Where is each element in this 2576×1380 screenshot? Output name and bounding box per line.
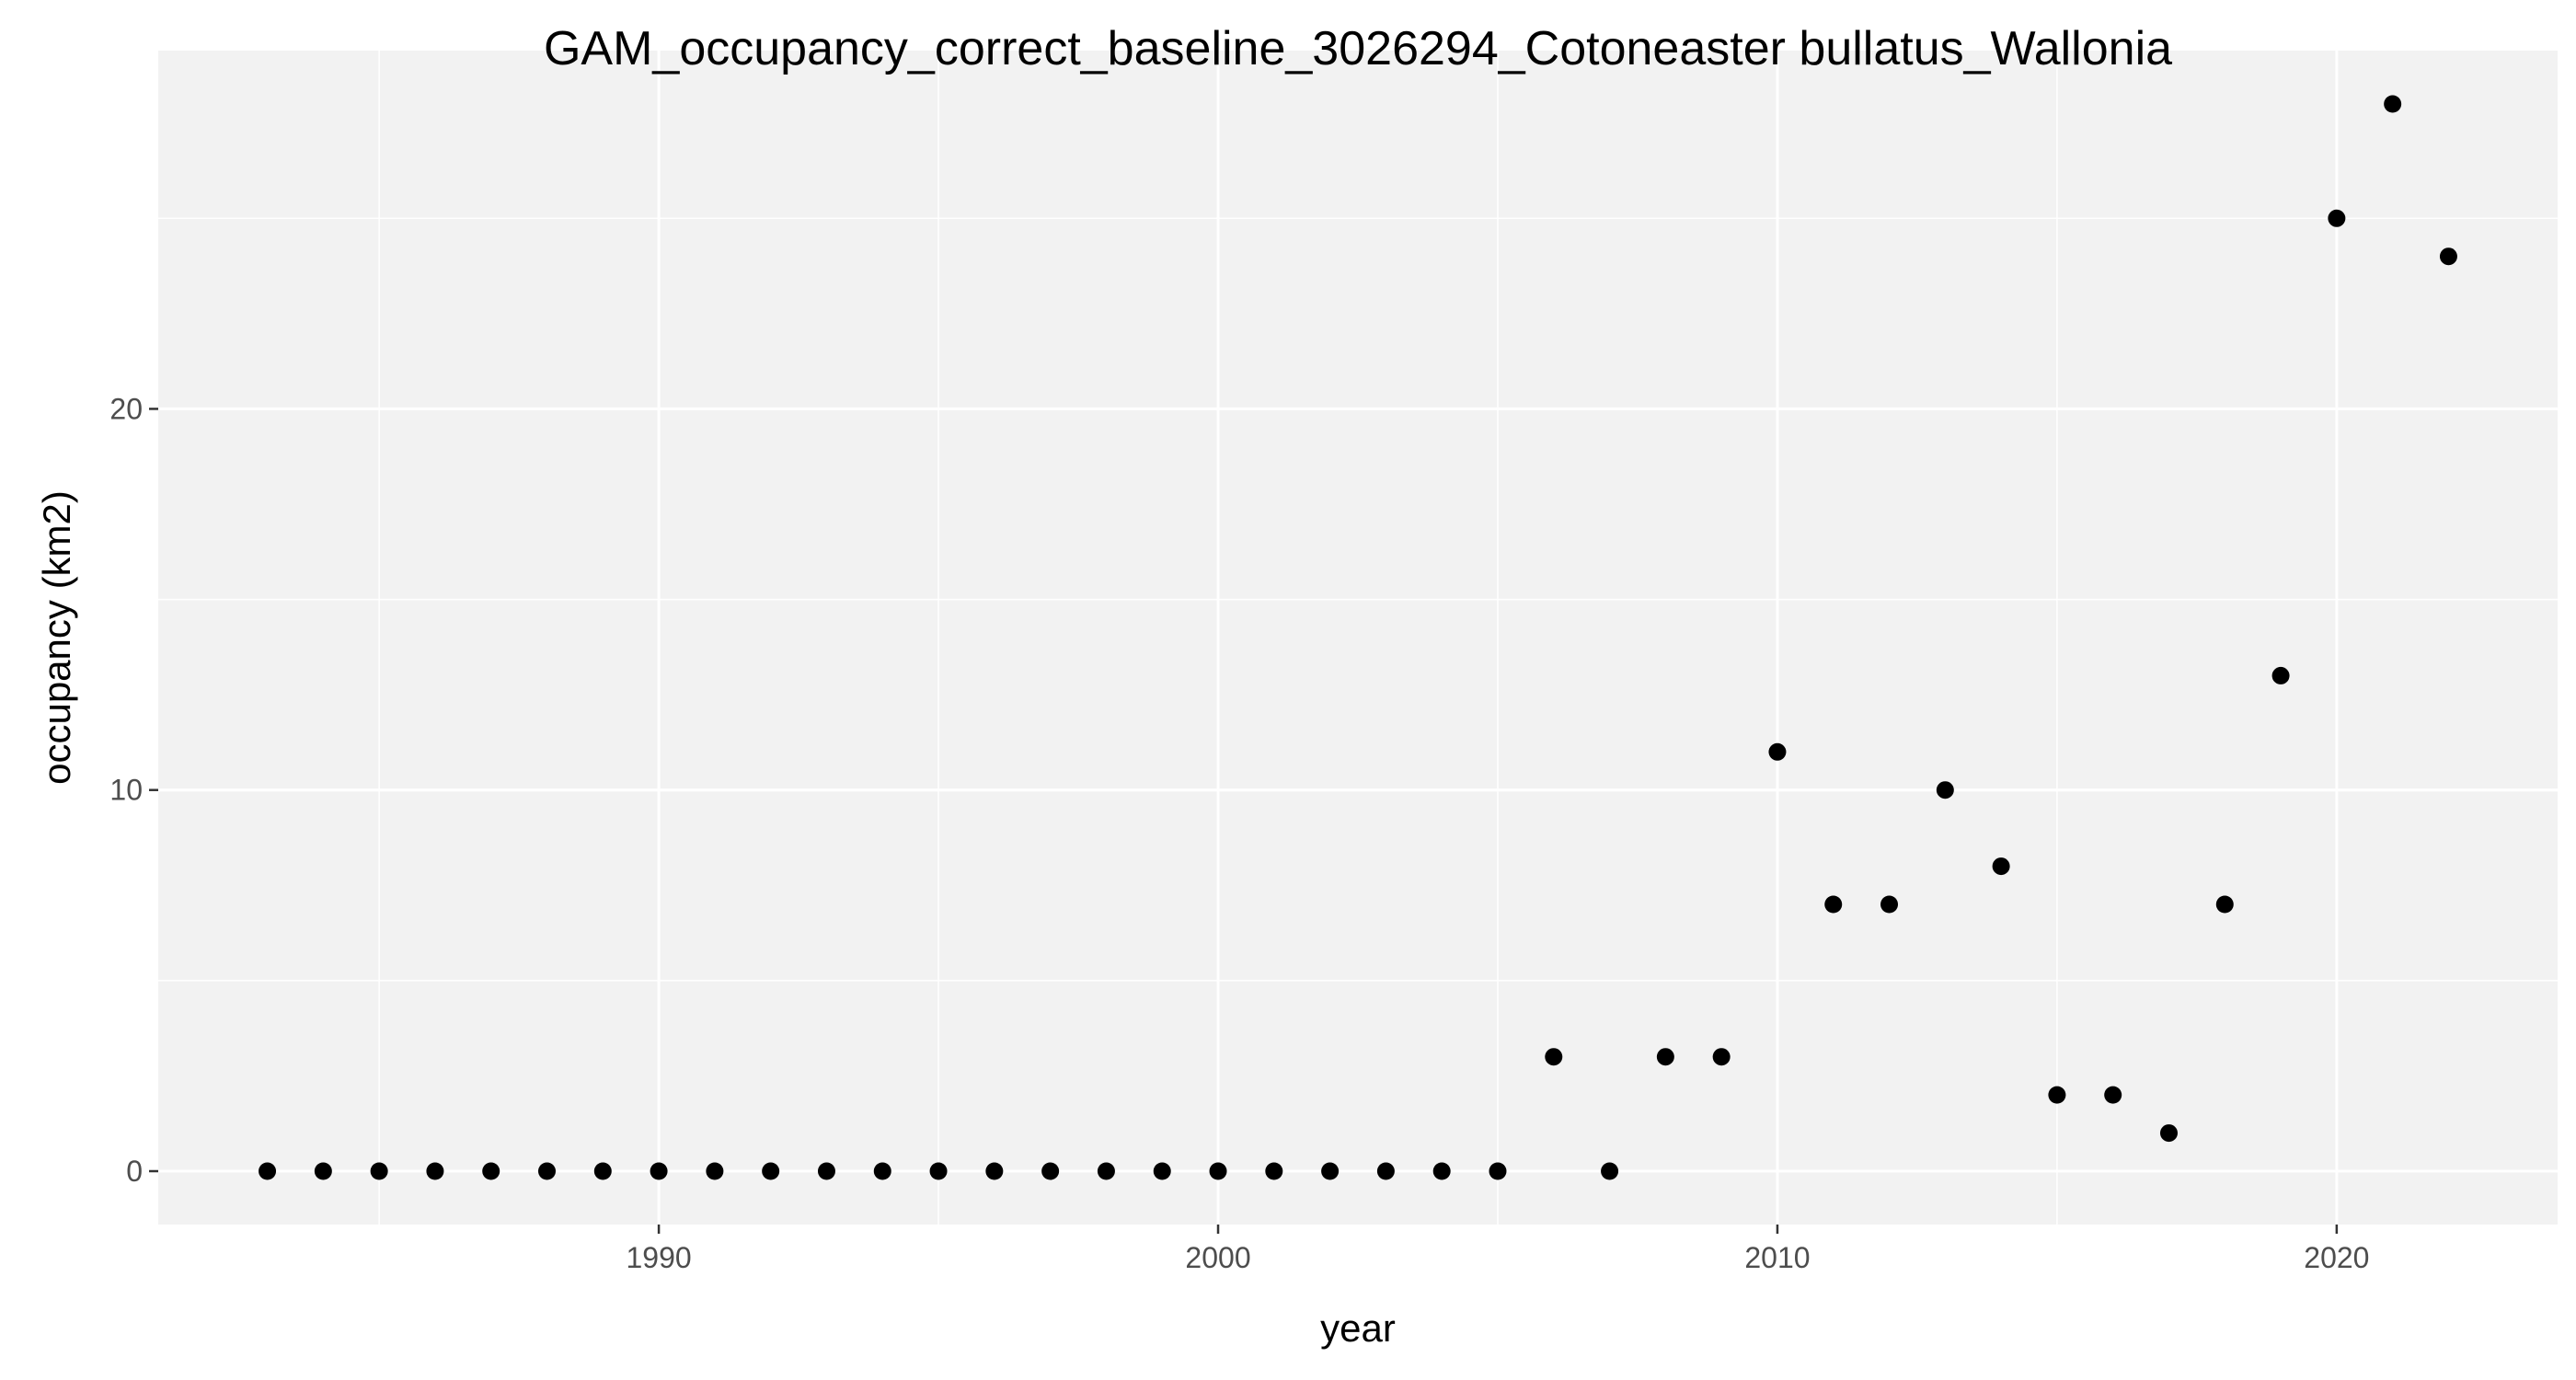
data-point (1768, 742, 1787, 761)
y-tick-label: 0 (126, 1155, 143, 1188)
y-axis: 0 10 20 (109, 392, 158, 1188)
x-tick-label: 2010 (1744, 1241, 1810, 1274)
y-tick-label: 10 (109, 774, 143, 807)
data-point (985, 1162, 1004, 1180)
data-point (1489, 1162, 1507, 1180)
data-point (1321, 1162, 1340, 1180)
data-point (1432, 1162, 1451, 1180)
data-point (426, 1162, 444, 1180)
data-point (1545, 1048, 1563, 1066)
data-point (2048, 1086, 2066, 1104)
data-point (1376, 1162, 1395, 1180)
x-tick-label: 1990 (626, 1241, 691, 1274)
data-point (1656, 1048, 1674, 1066)
data-point (2384, 95, 2402, 113)
x-axis: 1990 2000 2010 2020 (626, 1225, 2369, 1274)
data-point (1153, 1162, 1171, 1180)
x-axis-title: year (1320, 1306, 1396, 1350)
data-point (929, 1162, 948, 1180)
data-point (2159, 1124, 2178, 1143)
data-point (2215, 895, 2234, 914)
data-point (1209, 1162, 1227, 1180)
data-point (1992, 857, 2010, 876)
data-point (2271, 666, 2290, 684)
plot-panel (158, 51, 2558, 1225)
data-points (259, 95, 2457, 1180)
data-point (762, 1162, 780, 1180)
y-tick-label: 20 (109, 392, 143, 425)
data-point (593, 1162, 612, 1180)
minor-gridlines (158, 51, 2558, 1225)
data-point (259, 1162, 277, 1180)
major-gridlines (158, 51, 2558, 1225)
data-point (706, 1162, 724, 1180)
x-tick-label: 2020 (2304, 1241, 2369, 1274)
data-point (1041, 1162, 1060, 1180)
data-point (1712, 1048, 1731, 1066)
data-point (2328, 209, 2346, 227)
data-point (1601, 1162, 1619, 1180)
chart-title: GAM_occupancy_correct_baseline_3026294_C… (544, 22, 2172, 75)
data-point (1880, 895, 1899, 914)
y-axis-title: occupancy (km2) (35, 490, 78, 785)
data-point (2439, 247, 2457, 266)
data-point (370, 1162, 388, 1180)
data-point (2104, 1086, 2122, 1104)
data-point (650, 1162, 668, 1180)
data-point (817, 1162, 835, 1180)
data-point (873, 1162, 891, 1180)
data-point (482, 1162, 500, 1180)
data-point (1097, 1162, 1115, 1180)
x-tick-label: 2000 (1185, 1241, 1250, 1274)
data-point (1265, 1162, 1283, 1180)
data-point (1824, 895, 1843, 914)
data-point (314, 1162, 332, 1180)
data-point (538, 1162, 557, 1180)
data-point (1936, 781, 1954, 799)
